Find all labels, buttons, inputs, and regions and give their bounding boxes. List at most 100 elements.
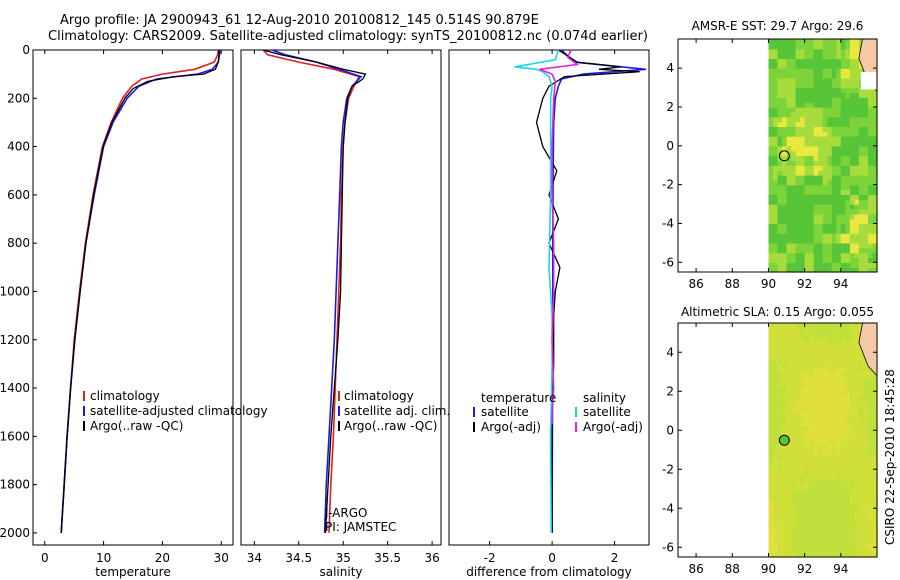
sst-map-cell — [773, 102, 779, 108]
sst-map-cell — [840, 165, 846, 171]
sst-map-cell — [831, 131, 837, 137]
sst-map-cell — [854, 121, 860, 127]
sst-map-cell — [836, 77, 842, 84]
sla-map-cell — [827, 444, 833, 451]
sst-map-cell — [768, 150, 774, 157]
sla-map-cell — [858, 508, 864, 514]
sst-map-cell — [800, 116, 806, 123]
sst-map-cell — [804, 116, 810, 123]
sst-map-cell — [822, 150, 828, 157]
sla-map-cell — [768, 352, 774, 358]
sst-map-cell — [831, 150, 837, 157]
sla-map-cell — [782, 401, 788, 407]
sla-map-cell — [804, 483, 810, 490]
sla-map-cell — [831, 405, 837, 412]
sla-map-cell — [849, 342, 855, 348]
sst-map-cell — [795, 247, 801, 254]
sla-map-cell — [791, 415, 797, 422]
sla-map-cell — [782, 420, 788, 426]
sla-map-cell — [786, 532, 792, 539]
sst-map-cell — [786, 267, 792, 273]
sst-map-cell — [858, 97, 864, 103]
sla-map-cell — [836, 323, 842, 329]
sla-map-cell — [827, 401, 833, 407]
sst-map-cell — [795, 242, 801, 249]
sla-map-cell — [813, 508, 819, 514]
sst-map-cell — [786, 53, 792, 60]
sla-map-cell — [786, 410, 792, 417]
sst-map-cell — [773, 126, 779, 132]
sla-map-cell — [868, 415, 874, 422]
sla-map-cell — [800, 386, 806, 392]
sst-map-cell — [836, 39, 842, 45]
sla-map-cell — [840, 479, 846, 485]
sla-map-cell — [804, 362, 810, 368]
sla-map-cell — [840, 503, 846, 509]
sst-map-cell — [858, 136, 864, 142]
sst-map-cell — [791, 262, 797, 268]
sst-map-cell — [849, 194, 855, 200]
sla-map-cell — [800, 474, 806, 480]
sst-map-cell — [827, 208, 833, 215]
sla-map-cell — [777, 357, 783, 363]
sst-map-cell — [854, 140, 860, 147]
sst-map-cell — [809, 194, 815, 200]
sla-map-cell — [840, 459, 846, 465]
sla-map-cell — [773, 430, 779, 436]
sla-map-cell — [827, 386, 833, 392]
sla-map-cell — [858, 474, 864, 480]
sla-map-cell — [822, 347, 828, 353]
sla-map-cell — [836, 435, 842, 441]
sst-map-cell — [818, 257, 824, 263]
sla-map-cell — [795, 527, 801, 534]
sla-map-cell — [854, 327, 860, 334]
sla-map-cell — [854, 488, 860, 495]
sla-map-cell — [822, 420, 828, 426]
sla-map-cell — [804, 323, 810, 329]
sst-map-cell — [791, 174, 797, 181]
sst-map-cell — [795, 43, 801, 50]
sla-map-cell — [791, 323, 797, 329]
sst-map-cell — [782, 155, 788, 161]
sla-map-cell — [827, 357, 833, 363]
sst-map-cell — [777, 267, 783, 273]
sst-map-cell — [786, 97, 792, 103]
sst-map-cell — [845, 39, 851, 45]
sla-map-cell — [777, 454, 783, 461]
sst-map-cell — [858, 242, 864, 249]
sla-map-cell — [795, 401, 801, 407]
sst-map-cell — [804, 140, 810, 147]
sla-map-cell — [800, 469, 806, 475]
sla-map-cell — [786, 371, 792, 378]
sla-map-cell — [795, 537, 801, 543]
sla-map-cell — [791, 488, 797, 495]
sla-map-cell — [773, 420, 779, 426]
sst-map-cell — [831, 111, 837, 118]
sst-map-cell — [827, 213, 833, 220]
temperature-ytick-label: 1000 — [0, 284, 30, 298]
sst-map-cell — [809, 73, 815, 79]
sst-map-cell — [804, 199, 810, 205]
sst-map-cell — [849, 140, 855, 147]
sst-map-cell — [773, 238, 779, 244]
sst-map-cell — [795, 116, 801, 123]
sla-map-cell — [768, 342, 774, 348]
sst-map-cell — [777, 257, 783, 263]
sla-map-cell — [782, 371, 788, 378]
sla-map-cell — [836, 464, 842, 470]
sst-map-cell — [827, 184, 833, 191]
sla-map-cell — [872, 542, 878, 548]
sst-map-cell — [854, 199, 860, 205]
sla-map-cell — [831, 547, 837, 553]
temperature-series-red — [60, 49, 220, 533]
sst-map-cell — [813, 213, 819, 220]
sla-map-title: Altimetric SLA: 0.15 Argo: 0.055 — [681, 305, 874, 319]
sla-map-cell — [831, 332, 837, 339]
sst-map-cell — [786, 208, 792, 215]
sst-map-cell — [868, 213, 874, 220]
sst-map-cell — [795, 121, 801, 127]
sla-map-cell — [868, 518, 874, 524]
sst-map-cell — [872, 262, 878, 268]
sla-map-xtick-label: 92 — [797, 562, 812, 576]
sst-map-cell — [786, 107, 792, 113]
